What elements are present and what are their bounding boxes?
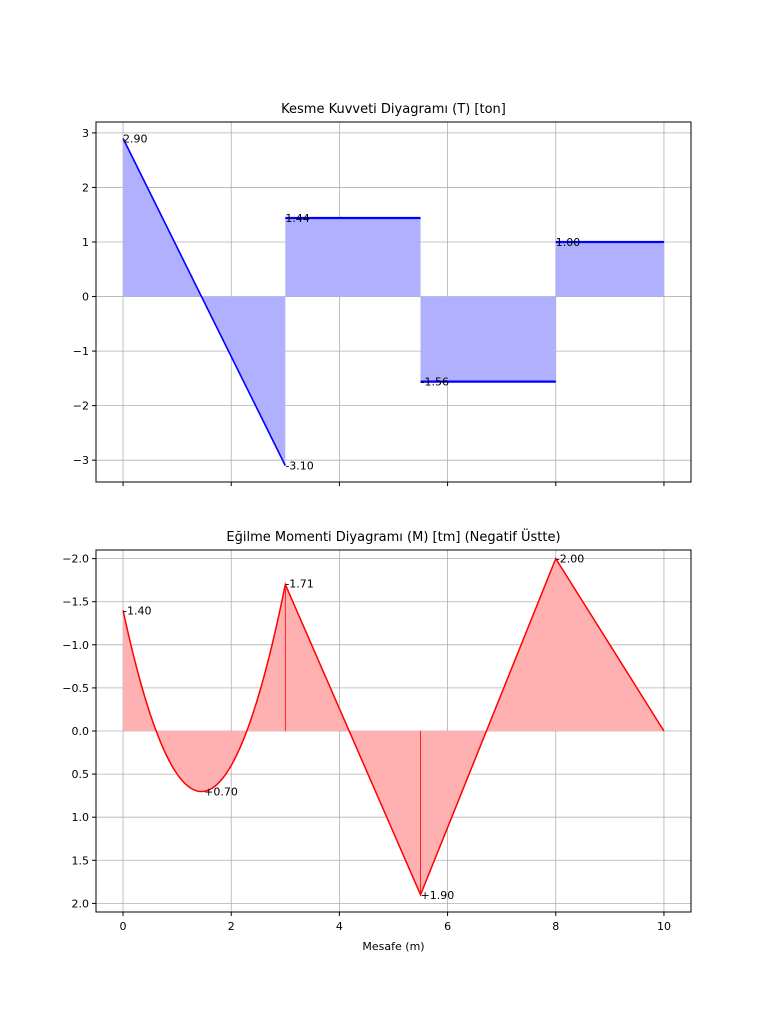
data-label: -1.71	[285, 578, 313, 591]
y-tick-label: −3	[73, 454, 89, 467]
x-tick-label: 2	[228, 920, 235, 933]
y-tick-label: −0.5	[62, 682, 89, 695]
y-tick-label: −2.0	[62, 553, 89, 566]
y-tick-label: 0.0	[72, 725, 90, 738]
data-label: -2.00	[556, 553, 584, 566]
axes-frame	[95, 121, 692, 483]
y-tick-label: 1.5	[72, 854, 90, 867]
series-line	[122, 138, 287, 466]
y-tick-label: −1.0	[62, 639, 89, 652]
x-axis-label: Mesafe (m)	[362, 940, 424, 953]
y-tick-label: 3	[82, 127, 89, 140]
shear-chart-title: Kesme Kuvveti Diyagramı (T) [ton]	[281, 102, 506, 117]
y-tick-label: −1	[73, 345, 89, 358]
bending-moment-chart: −2.0 −1.5 −1.0 −0.5 0.0 0.5 1.0 1.5 2.0 0 2 4 6 8 10 -1…	[62, 528, 692, 953]
x-tick-label: 0	[120, 920, 127, 933]
grid	[96, 122, 691, 482]
data-label: +1.90	[421, 889, 455, 902]
x-tick-label: 4	[336, 920, 343, 933]
data-label: 1.44	[285, 212, 310, 225]
y-tick-label: 2.0	[72, 897, 90, 910]
y-tick-label: 0	[82, 291, 89, 304]
y-tick-label: 0.5	[72, 768, 90, 781]
x-tick-label: 10	[657, 920, 671, 933]
data-label: -1.56	[421, 376, 449, 389]
shear-force-chart: 3 2 1 0 −1 −2 −3 2.90 -3.10 1.44 -1.56 1.00 Kesme Ku…	[73, 102, 692, 486]
y-tick-label: 1.0	[72, 811, 90, 824]
data-label: -1.40	[123, 604, 151, 617]
data-label: -3.10	[285, 460, 313, 473]
series-line	[122, 556, 665, 897]
y-tick-label: −2	[73, 400, 89, 413]
area-fill	[123, 138, 664, 466]
x-tick-label: 6	[444, 920, 451, 933]
y-tick-label: 1	[82, 236, 89, 249]
y-tick-label: 2	[82, 181, 89, 194]
moment-chart-title: Eğilme Momenti Diyagramı (M) [tm] (Negat…	[226, 528, 560, 545]
data-label: +0.70	[204, 785, 238, 798]
area-fill	[123, 558, 664, 895]
y-tick-label: −1.5	[62, 596, 89, 609]
x-tick-label: 8	[552, 920, 559, 933]
data-label: 1.00	[556, 236, 581, 249]
data-label: 2.90	[123, 132, 148, 145]
